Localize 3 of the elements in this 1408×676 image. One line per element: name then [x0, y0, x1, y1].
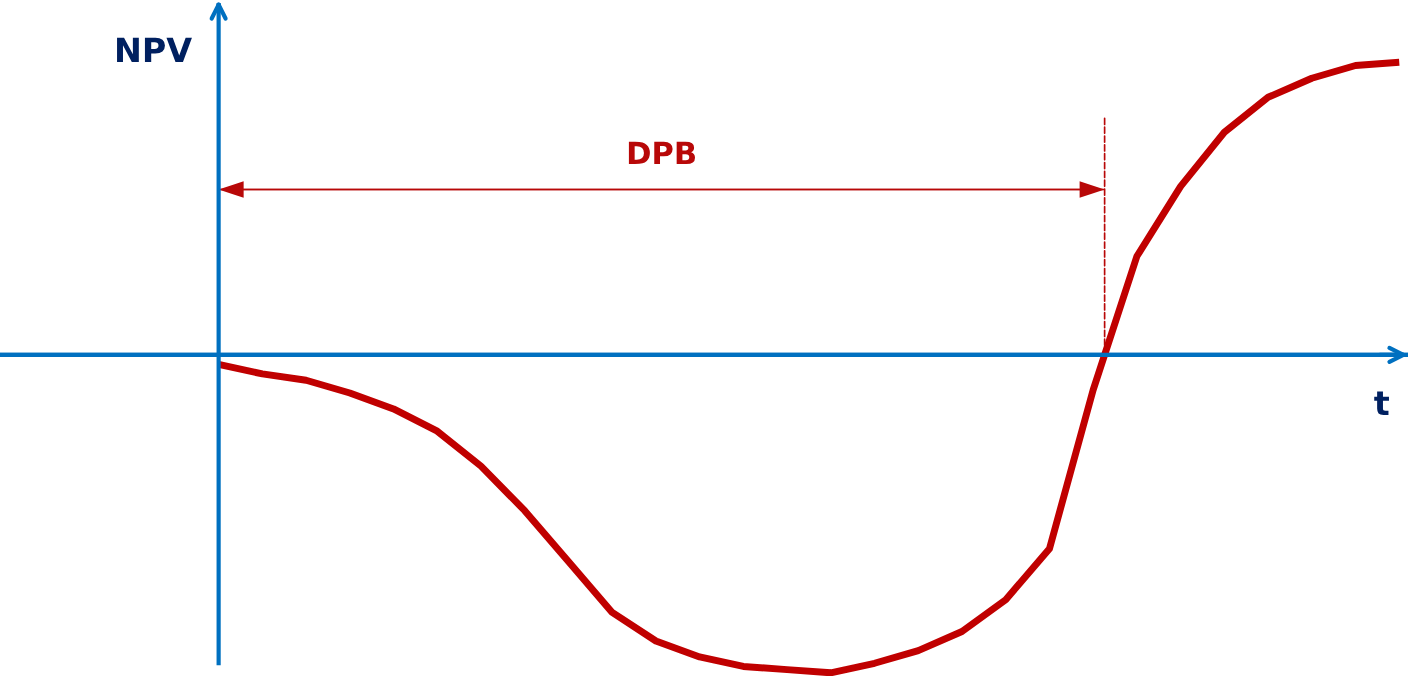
annotation: DPB [628, 141, 695, 165]
x-axis-title: t [1374, 391, 1389, 415]
y-axis-title: NPV [117, 37, 192, 62]
